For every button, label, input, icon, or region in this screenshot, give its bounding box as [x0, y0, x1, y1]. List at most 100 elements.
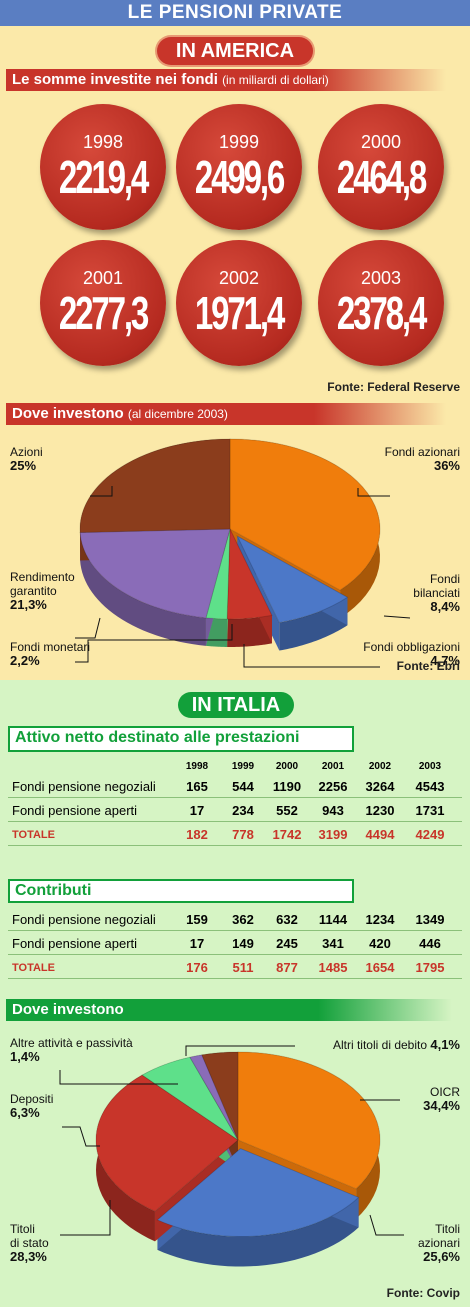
table-row-label: Fondi pensione negoziali	[12, 779, 156, 794]
page-title: LE PENSIONI PRIVATE	[0, 0, 470, 26]
table-cell: 420	[369, 936, 391, 951]
table-cell: 552	[276, 803, 298, 818]
invested-circle-2003: 2003 2378,4	[318, 240, 444, 366]
table-cell: 1234	[365, 912, 395, 927]
invested-circle-1999: 1999 2499,6	[176, 104, 302, 230]
pie-chart-italia	[59, 1045, 404, 1267]
leader-line	[75, 624, 233, 663]
leader-line	[62, 1126, 100, 1147]
pie-slice-oicr	[237, 1051, 381, 1190]
leader-line	[75, 617, 101, 639]
table-cell: 1795	[415, 960, 445, 975]
label-fondi-obbligazioni: Fondi obbligazioni 4,7%	[363, 640, 460, 668]
invested-year-label: 1998	[82, 132, 124, 152]
where-header-italia: Dove investono	[6, 999, 452, 1021]
invested-value-label: 2499,6	[194, 151, 286, 203]
leader-line	[357, 488, 390, 497]
table-cell: 3199	[318, 827, 348, 842]
invested-value-label: 2464,8	[336, 151, 428, 203]
label-azioni: Azioni 25%	[10, 445, 43, 473]
table-cell: 778	[232, 827, 254, 842]
leader-line	[243, 644, 380, 668]
pie-slice-side	[227, 615, 272, 647]
invested-circle-2000: 2000 2464,8	[318, 104, 444, 230]
leader-line	[383, 615, 411, 619]
table-cell: 165	[186, 779, 208, 794]
source-ebri: Fonte: Ebri	[396, 659, 460, 673]
pie-slice-depositi	[141, 1056, 239, 1141]
invested-unit: (in miliardi di dollari)	[222, 73, 329, 87]
label-rendimento: Rendimento garantito 21,3%	[10, 570, 75, 612]
pie-slice-side	[80, 532, 206, 646]
row-separator	[8, 797, 462, 798]
label-depositi: Depositi 6,3%	[10, 1092, 54, 1120]
table-cell: 4249	[415, 827, 445, 842]
attivo-header: Attivo netto destinato alle prestazioni	[8, 726, 354, 752]
table-cell: 943	[322, 803, 344, 818]
invested-value-label: 2277,3	[58, 287, 150, 339]
table-cell: 176	[186, 960, 208, 975]
table-cell: 1731	[415, 803, 445, 818]
italia-pill: IN ITALIA	[178, 692, 294, 718]
pie-slice-altri-titoli-di-debito	[201, 1051, 239, 1141]
table-cell: 17	[189, 936, 205, 951]
invested-year-label: 2003	[360, 268, 402, 288]
table-year-label: 2002	[368, 761, 392, 772]
table-year-label: 2000	[275, 761, 299, 772]
label-altre-attivita: Altre attività e passività 1,4%	[10, 1036, 133, 1064]
invested-value-label: 2378,4	[336, 287, 428, 339]
invested-year-label: 2001	[82, 268, 124, 288]
table-cell: 1190	[272, 779, 302, 794]
table-row-label: Fondi pensione negoziali	[12, 912, 156, 927]
pie-slice-titoli-di-stato	[95, 1074, 239, 1212]
pie-chart-america	[75, 438, 411, 668]
table-year-label: 2001	[321, 761, 345, 772]
pie-slice-fondi-obbligazioni	[226, 528, 273, 620]
table-cell: 511	[232, 960, 254, 975]
row-separator	[8, 821, 462, 822]
row-separator	[8, 845, 462, 846]
leader-line	[59, 1070, 178, 1085]
table-cell: 1349	[415, 912, 445, 927]
contributi-header: Contributi	[8, 879, 354, 903]
table-cell: 1485	[318, 960, 348, 975]
table-cell: 2256	[318, 779, 348, 794]
table-row-label: TOTALE	[12, 829, 55, 841]
table-cell: 1742	[272, 827, 302, 842]
pie-slice-azioni	[79, 438, 231, 533]
table-cell: 446	[419, 936, 441, 951]
invested-year-label: 2002	[218, 268, 260, 288]
table-cell: 4494	[365, 827, 395, 842]
table-year-label: 1999	[231, 761, 255, 772]
invested-year-label: 1999	[218, 132, 260, 152]
table-cell: 1654	[365, 960, 395, 975]
row-separator	[8, 978, 462, 979]
label-fondi-monetari: Fondi monetari 2,2%	[10, 640, 91, 668]
table-row-label: Fondi pensione aperti	[12, 936, 138, 951]
invested-year-label: 2000	[360, 132, 402, 152]
america-pill: IN AMERICA	[157, 37, 313, 65]
leader-line	[90, 486, 113, 497]
table-row-label: TOTALE	[12, 962, 55, 974]
table-cell: 3264	[365, 779, 395, 794]
pie-slice-side	[157, 1197, 359, 1267]
table-cell: 877	[276, 960, 298, 975]
invested-circle-2002: 2002 1971,4	[176, 240, 302, 366]
label-titoli-azionari: Titoli azionari 25,6%	[417, 1222, 460, 1264]
italia-section: IN ITALIA Attivo netto destinato alle pr…	[0, 680, 470, 1307]
pie-slice-fondi-azionari	[229, 438, 381, 591]
invested-header: Le somme investite nei fondi (in miliard…	[6, 69, 446, 91]
where-header-america: Dove investono (al dicembre 2003)	[6, 403, 446, 425]
table-cell: 4543	[415, 779, 445, 794]
table-row-label: Fondi pensione aperti	[12, 803, 138, 818]
label-titoli-stato: Titoli di stato 28,3%	[10, 1222, 49, 1264]
label-altri-titoli: Altri titoli di debito 4,1%	[332, 1037, 460, 1053]
table-year-label: 1998	[185, 761, 209, 772]
table-year-label: 2003	[418, 761, 442, 772]
table-cell: 245	[276, 936, 298, 951]
table-cell: 362	[232, 912, 254, 927]
row-separator	[8, 954, 462, 955]
table-cell: 182	[186, 827, 208, 842]
table-cell: 1144	[318, 912, 348, 927]
pie-slice-fondi-monetari	[205, 528, 231, 620]
